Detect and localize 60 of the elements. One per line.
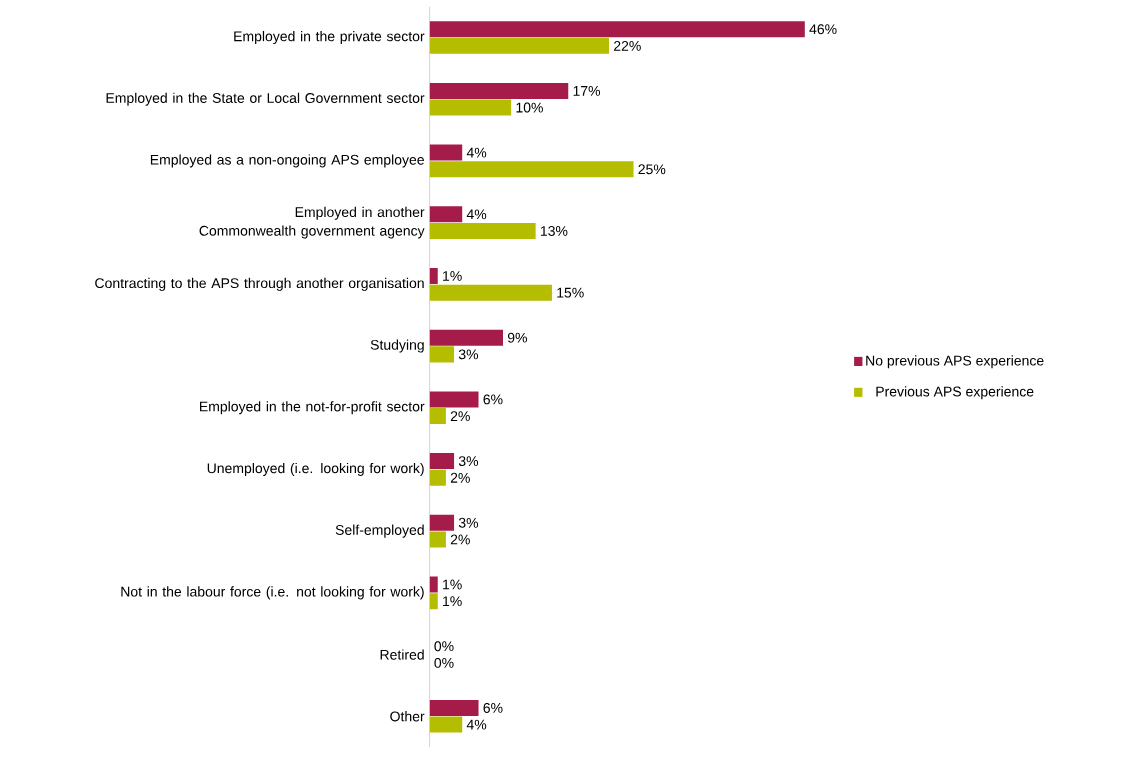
bar	[429, 206, 463, 223]
data-label: 6%	[483, 394, 503, 405]
bar	[429, 346, 455, 363]
y-tick-label: Studying	[370, 339, 424, 353]
data-label: 10%	[516, 102, 543, 113]
y-tick-label: Employed in another Commonwealth government agency	[199, 206, 425, 239]
y-tick-label: Retired	[380, 649, 424, 660]
data-label: 0%	[434, 658, 454, 668]
data-label: 6%	[483, 703, 503, 713]
bar	[429, 21, 805, 38]
bar	[429, 144, 463, 161]
bar	[429, 576, 438, 593]
legend-label: No previous APS experience	[866, 355, 1044, 369]
y-tick-label: Unemployed (i.e. looking for work)	[207, 463, 424, 477]
data-label: 25%	[638, 164, 666, 175]
data-label: 9%	[507, 332, 528, 343]
data-label: 17%	[573, 86, 601, 96]
data-label: 3%	[458, 517, 479, 528]
bar	[429, 391, 479, 408]
data-label: 3%	[458, 349, 479, 360]
bar	[429, 700, 479, 717]
data-label: 46%	[809, 24, 837, 35]
data-label: 0%	[434, 641, 454, 652]
bar	[429, 268, 438, 285]
data-label: 1%	[443, 271, 462, 282]
data-label: 3%	[458, 456, 479, 467]
data-label: 15%	[557, 287, 584, 298]
bar	[429, 329, 503, 346]
data-label: 4%	[466, 209, 487, 220]
data-label: 1%	[443, 596, 462, 607]
bar	[429, 531, 446, 548]
data-label: 2%	[450, 411, 470, 422]
bar	[429, 223, 536, 240]
bar	[429, 161, 634, 178]
bar	[429, 593, 438, 610]
data-label: 4%	[466, 719, 487, 730]
data-label: 1%	[443, 579, 462, 590]
legend-label: Previous APS experience	[876, 386, 1034, 400]
bar	[429, 284, 552, 301]
bar	[429, 453, 455, 470]
bar	[429, 37, 610, 54]
bar	[429, 716, 463, 733]
y-tick-label: Other	[390, 711, 425, 722]
y-tick-label: Employed as a non-ongoing APS employee	[150, 154, 424, 168]
y-tick-label: Not in the labour force (i.e. not looking for work)	[121, 586, 424, 600]
data-label: 4%	[466, 147, 487, 158]
y-tick-label: Employed in the State or Local Government sector	[106, 92, 425, 106]
data-label: 13%	[540, 226, 568, 237]
bar	[429, 408, 446, 425]
y-tick-label: Employed in the private sector	[234, 31, 425, 45]
bar	[429, 469, 446, 486]
y-tick-label: Self-employed	[335, 524, 424, 538]
y-tick-label: Contracting to the APS through another organisation	[95, 277, 424, 291]
data-label: 22%	[614, 41, 641, 51]
data-label: 2%	[450, 534, 470, 545]
bar	[429, 82, 569, 99]
bar	[429, 514, 455, 531]
y-tick-label: Employed in the not-for-profit sector	[200, 401, 425, 415]
data-label: 2%	[450, 472, 470, 483]
bar	[429, 99, 512, 116]
